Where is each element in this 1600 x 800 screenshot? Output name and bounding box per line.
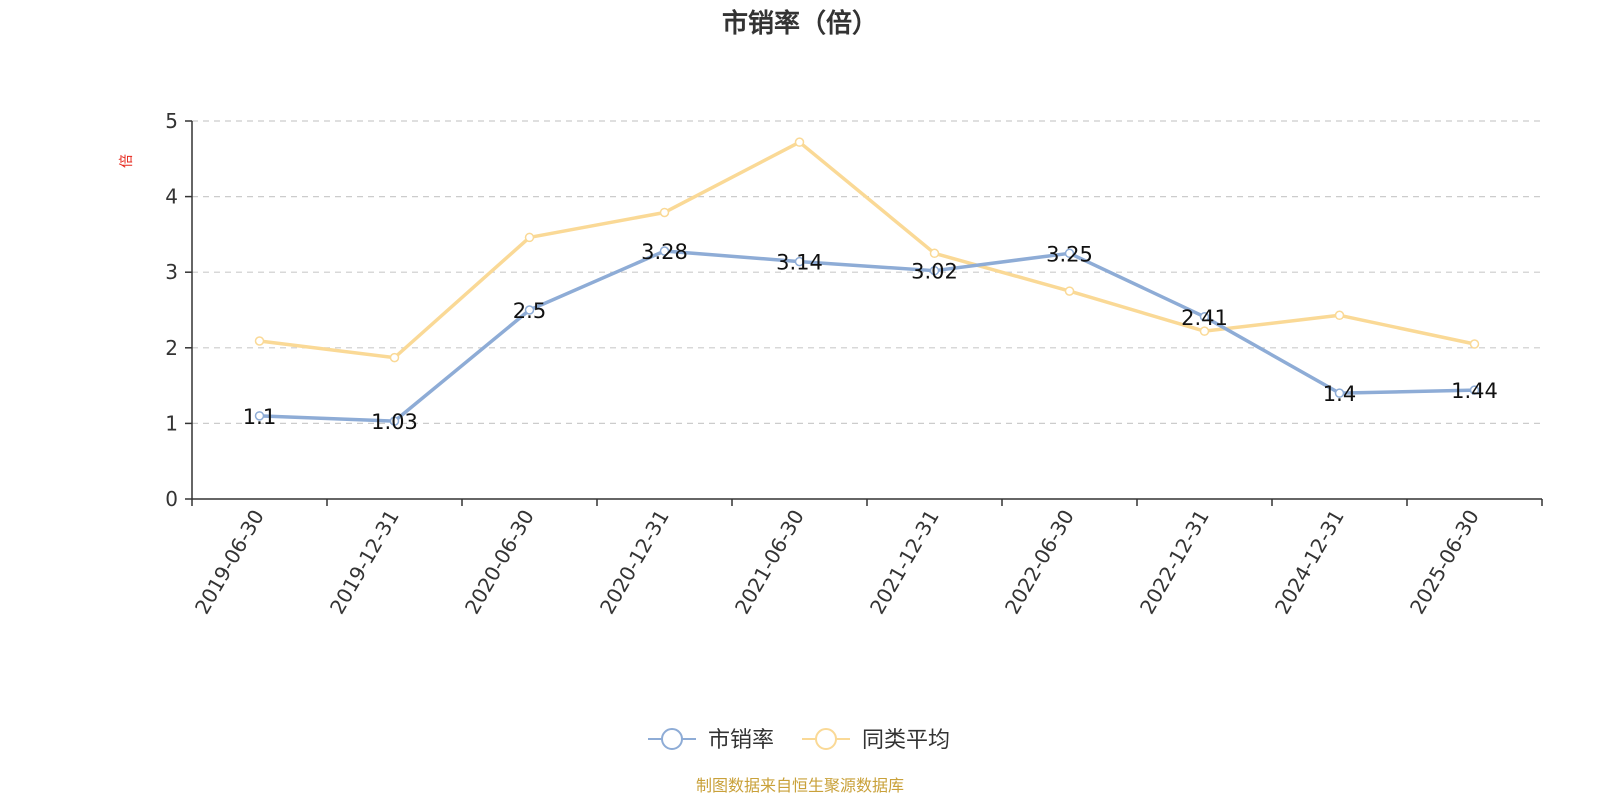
y-tick-label: 4 [165, 185, 178, 209]
x-tick-label: 2020-12-31 [595, 506, 674, 619]
data-point-series-1[interactable] [794, 256, 805, 267]
data-point-series-2[interactable] [1199, 326, 1210, 336]
y-tick-label: 3 [165, 260, 178, 284]
legend-item-series-1[interactable]: 市销率 [648, 728, 774, 753]
data-label: 2.41 [1181, 306, 1228, 330]
data-label: 3.25 [1046, 242, 1093, 266]
source-note: 制图数据来自恒生聚源数据库 [696, 776, 904, 795]
x-tick-label: 2022-12-31 [1135, 506, 1214, 619]
x-tick-label: 2020-06-30 [460, 506, 539, 619]
axes [185, 120, 1543, 506]
legend-marker-series-2 [815, 728, 837, 750]
data-point-series-2[interactable] [1064, 286, 1075, 296]
data-label: 2.5 [513, 299, 546, 323]
series-lines [254, 137, 1480, 426]
data-label: 3.28 [641, 240, 688, 264]
data-point-series-1[interactable] [1469, 385, 1480, 395]
y-tick-label: 2 [165, 336, 178, 360]
data-label: 1.44 [1451, 379, 1498, 403]
x-tick-label: 2022-06-30 [1000, 506, 1079, 619]
data-point-series-2[interactable] [524, 232, 535, 243]
legend[interactable]: 市销率 同类平均 [648, 728, 950, 753]
x-tick-label: 2025-06-30 [1405, 506, 1484, 619]
data-point-series-2[interactable] [254, 336, 265, 346]
series-line-1 [259, 249, 1475, 423]
data-label: 3.02 [911, 260, 958, 284]
y-axis-unit-label: 倍 [119, 154, 135, 168]
grid-lines [192, 120, 1542, 424]
x-tick-labels: 2019-06-30 2019-12-31 2020-06-30 2020-12-31… [190, 506, 1484, 619]
data-point-series-2[interactable] [1334, 310, 1345, 321]
x-tick-label: 2019-12-31 [325, 506, 404, 619]
y-tick-label: 5 [165, 109, 178, 133]
x-tick-label: 2021-06-30 [730, 506, 809, 619]
y-tick-label: 1 [165, 411, 178, 435]
legend-label-series-1: 市销率 [708, 728, 774, 753]
data-label: 1.1 [243, 405, 276, 429]
x-tick-label: 2021-12-31 [865, 506, 944, 619]
y-tick-label: 0 [165, 487, 178, 511]
x-tick-label: 2019-06-30 [190, 506, 269, 619]
data-point-series-1[interactable] [1199, 312, 1210, 322]
data-point-series-2[interactable] [659, 207, 670, 218]
legend-label-series-2: 同类平均 [862, 728, 950, 753]
data-point-series-2[interactable] [1469, 339, 1480, 349]
data-labels: 1.1 1.03 2.5 3.28 3.14 3.02 3.25 2.41 1.4 1.44 [243, 240, 1498, 434]
x-tick-label: 2024-12-31 [1270, 506, 1349, 619]
data-label: 1.4 [1323, 382, 1356, 406]
data-point-series-1[interactable] [389, 416, 400, 426]
data-point-series-1[interactable] [659, 246, 670, 256]
y-tick-labels: 0 1 2 3 4 5 [165, 109, 178, 511]
data-point-series-2[interactable] [794, 137, 805, 147]
legend-item-series-2[interactable]: 同类平均 [802, 728, 950, 753]
legend-marker-series-1 [661, 728, 683, 750]
chart-title: 市销率（倍） [722, 8, 878, 39]
data-point-series-2[interactable] [389, 352, 400, 363]
data-label: 1.03 [371, 410, 418, 434]
data-label: 3.14 [776, 251, 823, 275]
data-point-series-1[interactable] [1064, 248, 1075, 259]
data-point-series-2[interactable] [929, 248, 940, 259]
data-point-series-1[interactable] [929, 265, 940, 276]
data-point-series-1[interactable] [524, 305, 535, 315]
data-point-series-1[interactable] [254, 411, 265, 421]
data-point-series-1[interactable] [1334, 388, 1345, 398]
series-line-2 [259, 140, 1475, 360]
